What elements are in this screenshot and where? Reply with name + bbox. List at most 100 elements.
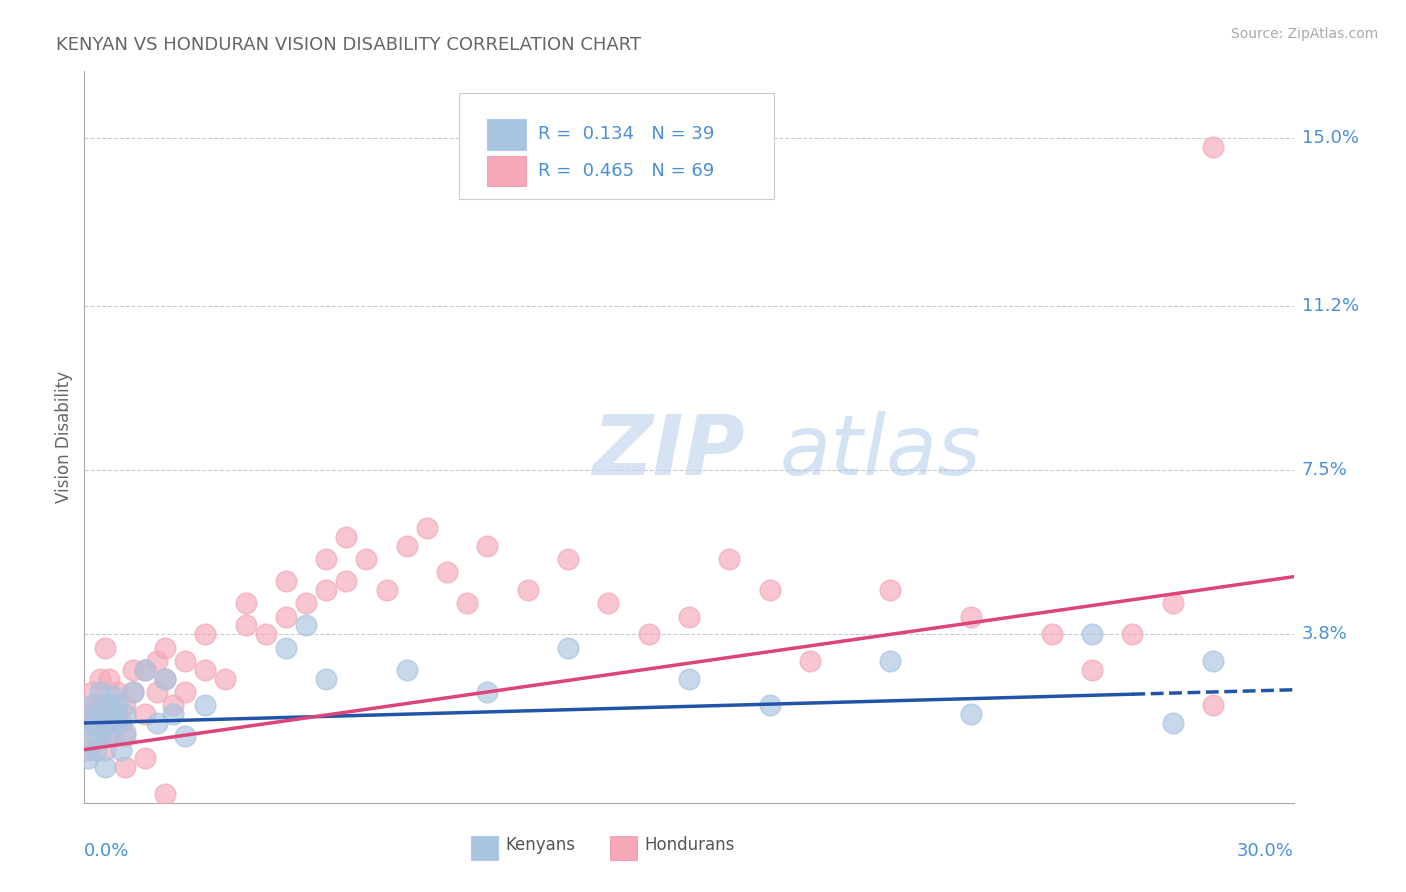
- Point: [960, 707, 983, 722]
- Point: [146, 716, 169, 731]
- Point: [375, 582, 398, 597]
- Point: [335, 574, 357, 589]
- Point: [274, 640, 297, 655]
- Point: [114, 698, 136, 713]
- Point: [86, 742, 108, 756]
- Point: [93, 698, 115, 713]
- Text: 3.8%: 3.8%: [1302, 625, 1347, 643]
- Point: [1040, 627, 1063, 641]
- Point: [82, 716, 104, 731]
- Point: [89, 729, 111, 743]
- Point: [89, 672, 111, 686]
- Point: [194, 698, 217, 713]
- Point: [1081, 663, 1104, 677]
- Point: [97, 698, 120, 713]
- Point: [105, 707, 128, 722]
- Text: R =  0.134   N = 39: R = 0.134 N = 39: [538, 126, 714, 144]
- FancyBboxPatch shape: [460, 94, 773, 200]
- Text: KENYAN VS HONDURAN VISION DISABILITY CORRELATION CHART: KENYAN VS HONDURAN VISION DISABILITY COR…: [56, 36, 641, 54]
- Point: [274, 609, 297, 624]
- Point: [121, 685, 143, 699]
- Point: [114, 760, 136, 774]
- Text: ZIP: ZIP: [592, 411, 745, 492]
- Point: [114, 729, 136, 743]
- Point: [194, 663, 217, 677]
- Point: [114, 724, 136, 739]
- Text: 7.5%: 7.5%: [1302, 461, 1348, 479]
- Point: [93, 640, 115, 655]
- Point: [1202, 654, 1225, 668]
- Point: [174, 654, 197, 668]
- Point: [93, 742, 115, 756]
- Point: [153, 672, 176, 686]
- Point: [718, 552, 741, 566]
- Point: [254, 627, 277, 641]
- Point: [678, 609, 700, 624]
- Point: [758, 698, 780, 713]
- Text: Source: ZipAtlas.com: Source: ZipAtlas.com: [1230, 27, 1378, 41]
- Point: [1161, 596, 1184, 610]
- Point: [134, 707, 156, 722]
- Point: [162, 707, 184, 722]
- Point: [134, 663, 156, 677]
- Point: [436, 566, 458, 580]
- Point: [194, 627, 217, 641]
- Point: [477, 685, 499, 699]
- Text: Kenyans: Kenyans: [505, 836, 575, 855]
- FancyBboxPatch shape: [486, 120, 526, 150]
- Text: 0.0%: 0.0%: [84, 842, 129, 860]
- Point: [153, 787, 176, 801]
- Point: [335, 530, 357, 544]
- Point: [77, 729, 100, 743]
- Point: [477, 539, 499, 553]
- Text: Hondurans: Hondurans: [644, 836, 734, 855]
- Point: [114, 707, 136, 722]
- Point: [557, 640, 579, 655]
- Point: [105, 716, 128, 731]
- Point: [1202, 139, 1225, 153]
- Point: [1161, 716, 1184, 731]
- Point: [758, 582, 780, 597]
- Point: [1202, 698, 1225, 713]
- Point: [82, 698, 104, 713]
- Point: [97, 672, 120, 686]
- Point: [879, 582, 901, 597]
- Point: [97, 716, 120, 731]
- Point: [153, 672, 176, 686]
- Point: [235, 618, 257, 632]
- Point: [86, 729, 108, 743]
- Point: [77, 742, 100, 756]
- Point: [960, 609, 983, 624]
- Text: 30.0%: 30.0%: [1237, 842, 1294, 860]
- Point: [1121, 627, 1143, 641]
- Point: [110, 716, 132, 731]
- Point: [110, 742, 132, 756]
- Point: [416, 521, 439, 535]
- Point: [82, 685, 104, 699]
- Point: [1081, 627, 1104, 641]
- Point: [295, 596, 318, 610]
- FancyBboxPatch shape: [610, 837, 637, 860]
- Point: [101, 690, 124, 704]
- Point: [315, 672, 337, 686]
- Point: [134, 751, 156, 765]
- Point: [678, 672, 700, 686]
- Point: [89, 685, 111, 699]
- Point: [598, 596, 620, 610]
- Point: [101, 707, 124, 722]
- Point: [162, 698, 184, 713]
- FancyBboxPatch shape: [486, 156, 526, 186]
- Point: [121, 663, 143, 677]
- Point: [315, 552, 337, 566]
- Point: [82, 716, 104, 731]
- Point: [235, 596, 257, 610]
- Point: [93, 716, 115, 731]
- Point: [557, 552, 579, 566]
- Point: [121, 685, 143, 699]
- Point: [395, 539, 418, 553]
- Text: 11.2%: 11.2%: [1302, 297, 1360, 315]
- Point: [93, 760, 115, 774]
- Point: [77, 751, 100, 765]
- Point: [637, 627, 659, 641]
- Point: [146, 685, 169, 699]
